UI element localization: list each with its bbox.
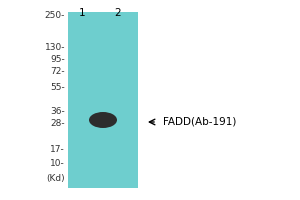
- Text: 55-: 55-: [50, 82, 65, 92]
- Text: 36-: 36-: [50, 108, 65, 116]
- Text: 10-: 10-: [50, 160, 65, 168]
- Text: 72-: 72-: [50, 68, 65, 76]
- Bar: [68, 12, 138, 188]
- Text: 28-: 28-: [50, 119, 65, 129]
- Text: 17-: 17-: [50, 146, 65, 154]
- Text: 2: 2: [115, 8, 121, 18]
- Text: 1: 1: [79, 8, 85, 18]
- Text: 130-: 130-: [44, 43, 65, 51]
- Ellipse shape: [89, 112, 117, 128]
- Text: 250-: 250-: [45, 10, 65, 20]
- Text: FADD(Ab-191): FADD(Ab-191): [163, 117, 236, 127]
- Text: 95-: 95-: [50, 54, 65, 64]
- Text: (Kd): (Kd): [46, 173, 65, 182]
